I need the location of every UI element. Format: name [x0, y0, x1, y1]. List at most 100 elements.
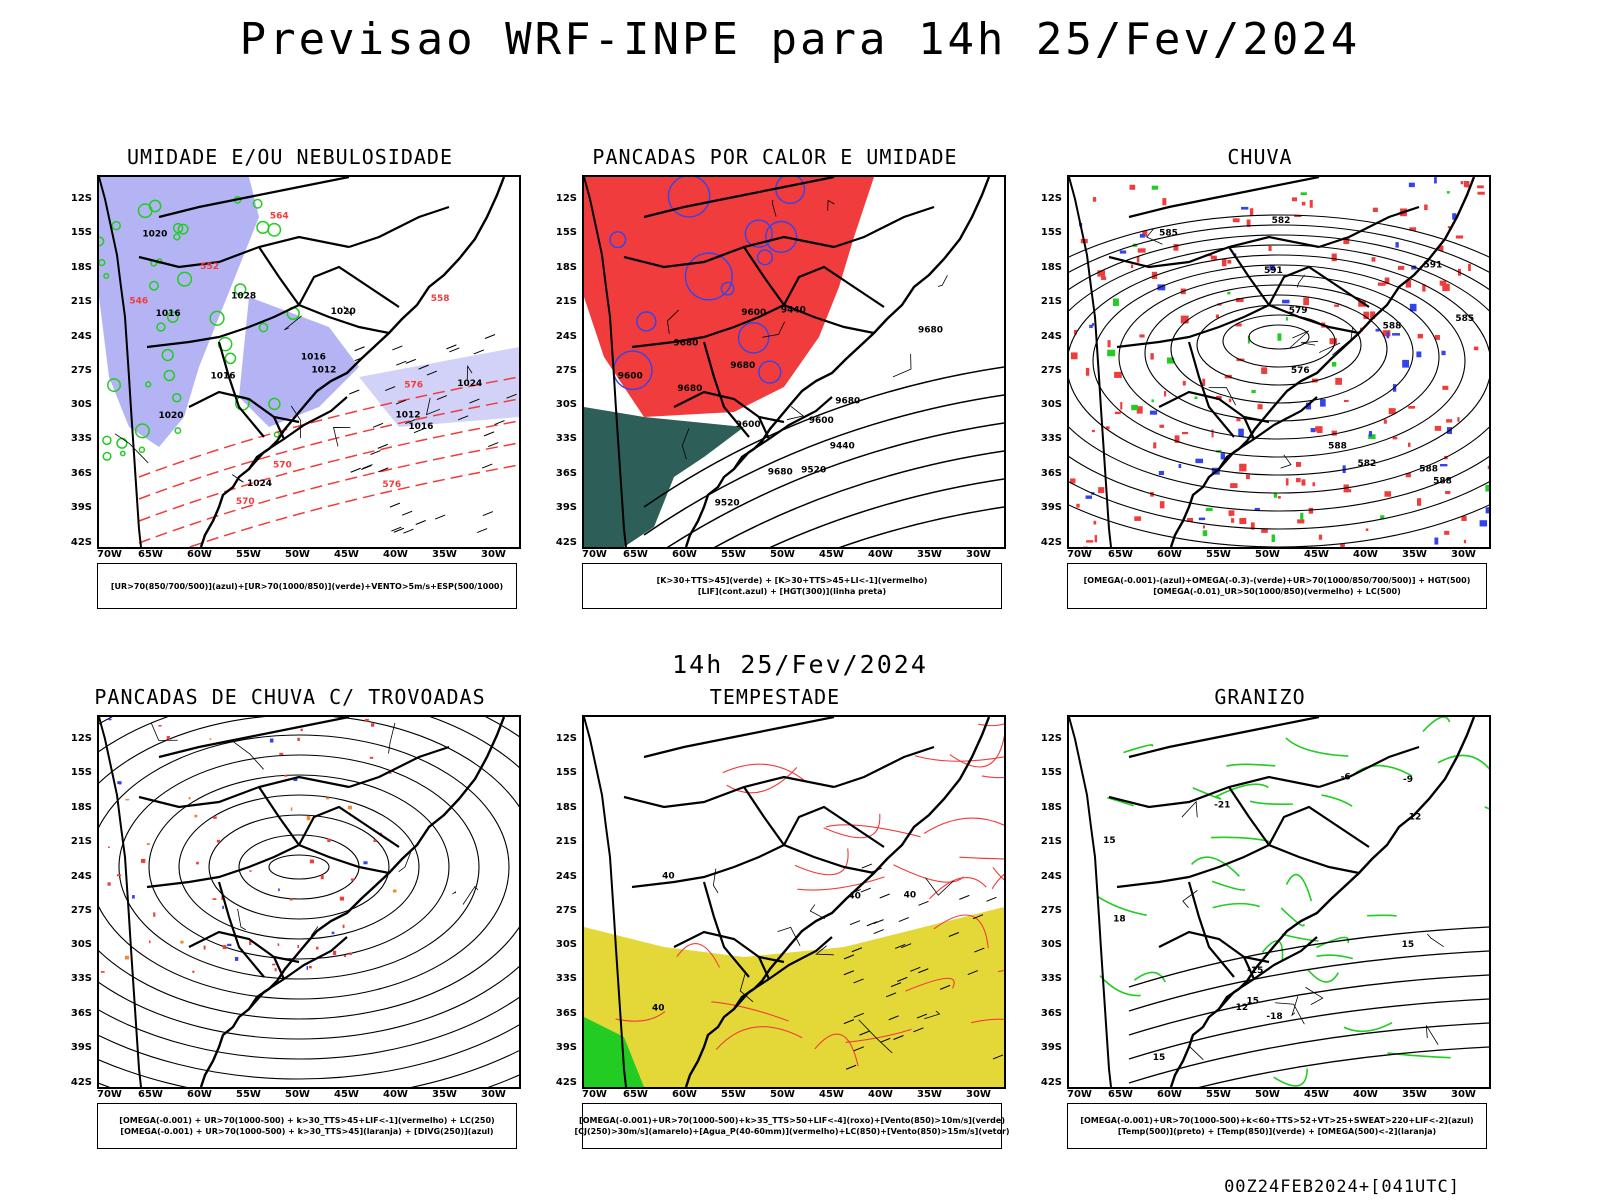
streamline: [268, 854, 330, 880]
coastline: [1169, 717, 1476, 1087]
country-border: [298, 265, 400, 308]
water-contour: [933, 914, 989, 949]
wind-arrow: [851, 947, 863, 953]
lat-tick-label: 15S: [555, 767, 577, 778]
height-contour: [1118, 274, 1440, 440]
lat-tick-label: 33S: [555, 973, 577, 984]
lat-tick-label: 12S: [1040, 733, 1062, 744]
rain-cell: [1309, 200, 1313, 208]
lon-tick-label: 55W: [236, 549, 261, 560]
field-layer: [1097, 717, 1489, 1087]
state-border: [343, 305, 353, 316]
storm-cell: [277, 943, 280, 946]
storm-cell: [212, 898, 217, 900]
rain-cell: [1151, 185, 1159, 190]
contour-label: 9680: [677, 384, 702, 394]
storm-cell: [146, 843, 150, 846]
wind-arrow: [871, 867, 882, 873]
rain-cell: [1089, 324, 1093, 328]
lat-tick-label: 30S: [1040, 399, 1062, 410]
humidity-contour: [234, 283, 247, 296]
humidity-contour: [107, 378, 122, 393]
temp850-contour: [1107, 796, 1134, 807]
country-border: [733, 936, 833, 1010]
height-contour: [1069, 224, 1489, 530]
storm-cell: [222, 945, 227, 949]
lon-tick-label: 30W: [966, 1089, 991, 1100]
lif-contour: [758, 360, 782, 384]
rain-cell: [1149, 410, 1158, 415]
wind-arrow: [413, 428, 425, 434]
water-contour: [726, 767, 798, 794]
humidity-contour: [161, 348, 174, 362]
lat-tick-label: 42S: [70, 537, 92, 548]
legend-line: [OMEGA(-0.001) + UR>70(1000-500) + k>30_…: [120, 1127, 494, 1136]
wind-arrow: [974, 947, 985, 953]
wind-arrow: [890, 982, 902, 988]
geography: [584, 717, 991, 1087]
rain-cell: [1195, 458, 1204, 464]
rain-cell: [1365, 528, 1369, 531]
storm-cell: [371, 723, 375, 727]
water-contour: [959, 856, 1004, 860]
country-border: [702, 341, 750, 438]
rain-cell: [1384, 277, 1390, 285]
lon-tick-label: 55W: [1206, 549, 1231, 560]
lon-tick-label: 60W: [187, 1089, 212, 1100]
lat-tick-label: 42S: [555, 1077, 577, 1088]
streamline: [99, 1024, 519, 1080]
wind-vectors: [843, 863, 1004, 1070]
lon-tick-label: 65W: [138, 549, 163, 560]
storm-cell: [363, 861, 368, 865]
rain-cell: [1310, 428, 1316, 433]
contour-label: 15: [1246, 997, 1259, 1007]
panel-title: CHUVA: [1227, 145, 1293, 169]
streamline: [118, 754, 480, 980]
contour-label: 15: [1402, 940, 1415, 950]
height-contour: [1069, 214, 1489, 547]
lat-tick-label: 21S: [70, 836, 92, 847]
rain-cell: [1250, 522, 1255, 530]
temp850-contour: [1249, 800, 1293, 806]
map-panel-5: TEMPESTADE 12S 15S 18S 21S 24S 27S 30S 33S 36S 39S…: [535, 685, 1015, 1165]
wind-arrow: [843, 970, 855, 976]
country-border: [138, 235, 350, 269]
rain-cell: [1477, 185, 1484, 189]
rain-cell: [1460, 181, 1464, 185]
map-panel-2: PANCADAS POR CALOR E UMIDADE 12S 15S 18S 21S…: [535, 145, 1015, 625]
wind-arrow: [473, 349, 485, 355]
rain-cell: [1392, 436, 1398, 440]
storm-cell: [203, 945, 206, 950]
rain-cell: [1211, 429, 1214, 438]
rain-cell: [1442, 385, 1449, 390]
rain-cell: [1377, 282, 1386, 286]
storm-cell: [284, 775, 288, 777]
rain-cell: [1194, 396, 1198, 400]
rain-cell: [1402, 359, 1409, 368]
rain-cell: [1261, 367, 1268, 374]
lon-tick-label: 65W: [1108, 549, 1133, 560]
state-border: [771, 200, 777, 217]
wind-arrow: [885, 992, 897, 998]
temp850-contour: [1387, 1052, 1451, 1059]
rain-cell: [1073, 329, 1077, 335]
rain-cell: [1228, 398, 1232, 403]
lat-tick-label: 30S: [1040, 939, 1062, 950]
panel-title: UMIDADE E/OU NEBULOSIDADE: [126, 145, 454, 169]
lon-tick-label: 50W: [770, 1089, 795, 1100]
state-border: [827, 199, 835, 211]
height-contour: [1196, 304, 1362, 386]
humidity-contour: [102, 435, 112, 446]
wind-arrow: [370, 450, 381, 456]
humidity-area: [239, 297, 359, 427]
storm-cell: [320, 874, 324, 880]
contour-label: 546: [129, 297, 148, 307]
lat-tick-label: 27S: [70, 905, 92, 916]
rain-cell: [1162, 198, 1167, 206]
lon-tick-label: 30W: [481, 549, 506, 560]
humidity-contour: [177, 271, 193, 287]
rain-cell: [1220, 453, 1226, 460]
rain-cell: [1334, 304, 1340, 307]
rain-cell: [1235, 323, 1242, 327]
country-border: [1318, 205, 1420, 249]
